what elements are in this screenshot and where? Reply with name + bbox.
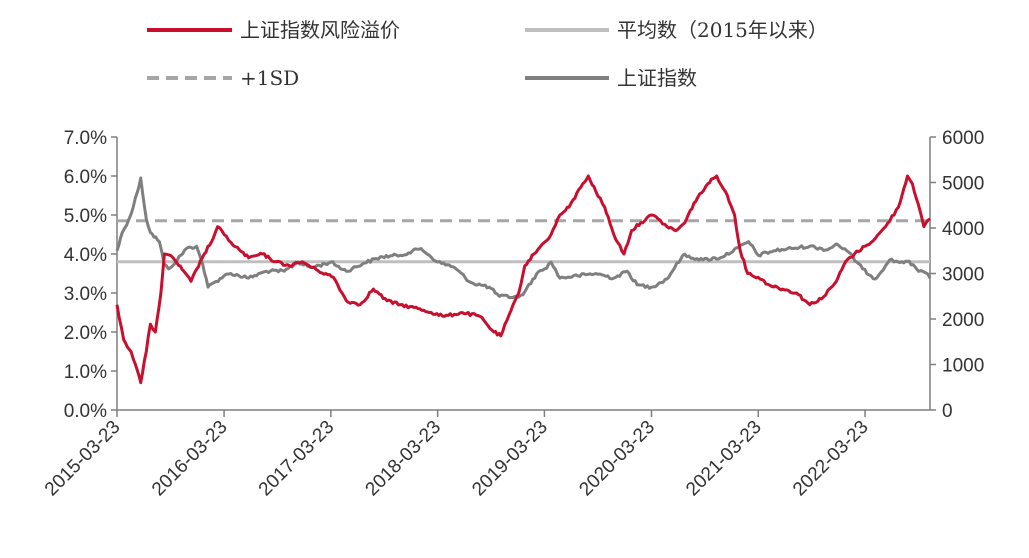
x-tick-label: 2018-03-23 — [362, 417, 446, 501]
series-line-index — [115, 176, 932, 300]
legend-label-index: 上证指数 — [617, 66, 697, 90]
legend-label-plus-1sd: +1SD — [240, 66, 300, 90]
left-y-tick-label: 0.0% — [64, 401, 107, 422]
left-y-tick-label: 5.0% — [64, 206, 107, 227]
right-y-tick-label: 2000 — [942, 310, 984, 331]
x-tick-label: 2015-03-23 — [41, 417, 125, 501]
left-y-tick-label: 1.0% — [64, 362, 107, 383]
right-y-tick-label: 5000 — [942, 174, 984, 195]
left-y-tick-label: 2.0% — [64, 323, 107, 344]
left-y-tick-label: 6.0% — [64, 167, 107, 188]
right-y-tick-label: 1000 — [942, 356, 984, 377]
left-y-tick-label: 7.0% — [64, 128, 107, 149]
left-y-tick-label: 4.0% — [64, 245, 107, 266]
legend — [147, 28, 609, 80]
right-y-tick-label: 4000 — [942, 219, 984, 240]
x-tick-label: 2022-03-23 — [789, 417, 873, 501]
x-tick-label: 2021-03-23 — [682, 417, 766, 501]
right-y-tick-label: 3000 — [942, 265, 984, 286]
series-line-risk-premium — [115, 174, 931, 385]
x-tick-label: 2019-03-23 — [468, 417, 552, 501]
legend-label-average: 平均数（2015年以来） — [617, 18, 828, 42]
series-layer — [115, 174, 932, 385]
x-tick-label: 2017-03-23 — [255, 417, 339, 501]
left-y-tick-label: 3.0% — [64, 284, 107, 305]
legend-label-risk-premium: 上证指数风险溢价 — [240, 18, 400, 42]
x-tick-label: 2016-03-23 — [148, 417, 232, 501]
right-y-tick-label: 0 — [942, 401, 953, 422]
axes: 0.0% 1.0% 2.0% 3.0% 4.0% 5.0% 6.0% 7.0% 0 1000 200… — [41, 128, 984, 500]
x-tick-label: 2020-03-23 — [575, 417, 659, 501]
right-y-tick-label: 6000 — [942, 128, 984, 149]
